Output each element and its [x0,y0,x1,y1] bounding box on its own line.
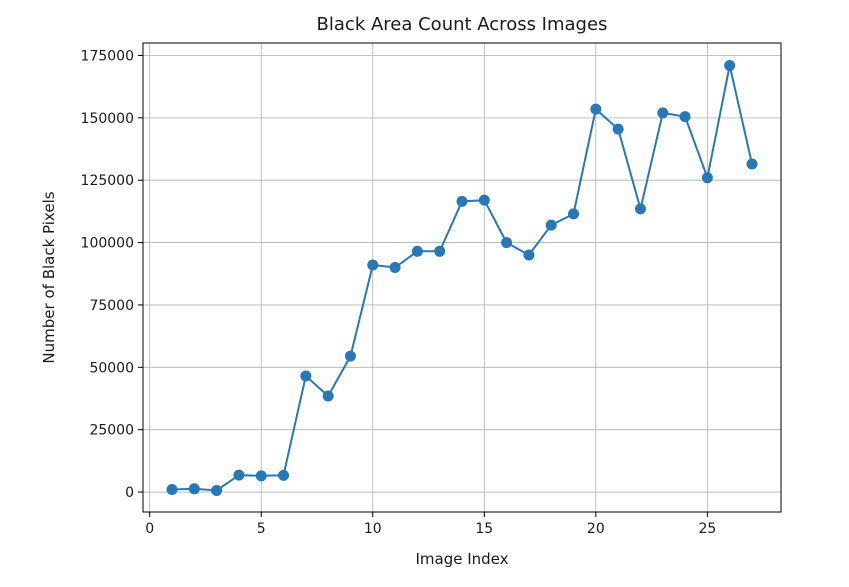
plot-area-frame [142,42,782,513]
data-point [300,370,312,382]
y-tick-label: 50000 [89,360,134,376]
y-tick-label: 150000 [81,111,134,127]
y-tick-label: 75000 [89,298,134,314]
x-axis-label: Image Index [415,550,508,568]
data-point [634,203,646,215]
data-point [211,485,223,497]
data-point [701,172,713,184]
data-point [478,194,490,206]
chart-title: Black Area Count Across Images [317,14,608,35]
data-point [166,484,178,496]
data-point [344,350,356,362]
x-tick-label: 10 [364,521,382,537]
data-point [278,469,290,481]
data-point [456,195,468,207]
series-layer [166,59,758,497]
data-point [612,123,624,135]
data-point [188,483,200,495]
data-point [523,249,535,261]
x-tick-label: 0 [145,521,154,537]
data-point [590,103,602,115]
ticks: 0 5 10 15 20 25 0 25000 50000 75000 100000 125000 15… [81,48,717,537]
data-point [724,59,736,71]
y-tick-label: 100000 [81,236,134,252]
data-point [411,245,423,257]
series-line [171,65,753,492]
y-axis-label: Number of Black Pixels [40,191,58,363]
data-point [679,111,691,123]
x-tick-label: 20 [587,521,605,537]
y-tick-label: 125000 [81,173,134,189]
x-tick-label: 15 [475,521,493,537]
data-point [501,237,513,249]
y-tick-label: 25000 [89,423,134,439]
y-tick-label: 175000 [81,48,134,64]
data-point [233,469,245,481]
data-point [367,259,379,271]
data-point [746,158,758,170]
grid [143,43,781,512]
data-point [434,245,446,257]
data-point [657,107,669,119]
data-point [545,219,557,231]
data-point [568,208,580,220]
x-tick-label: 5 [257,521,266,537]
data-point [389,262,401,274]
x-tick-label: 25 [698,521,716,537]
data-point [255,470,267,482]
data-point [322,390,334,402]
y-tick-label: 0 [125,485,134,501]
